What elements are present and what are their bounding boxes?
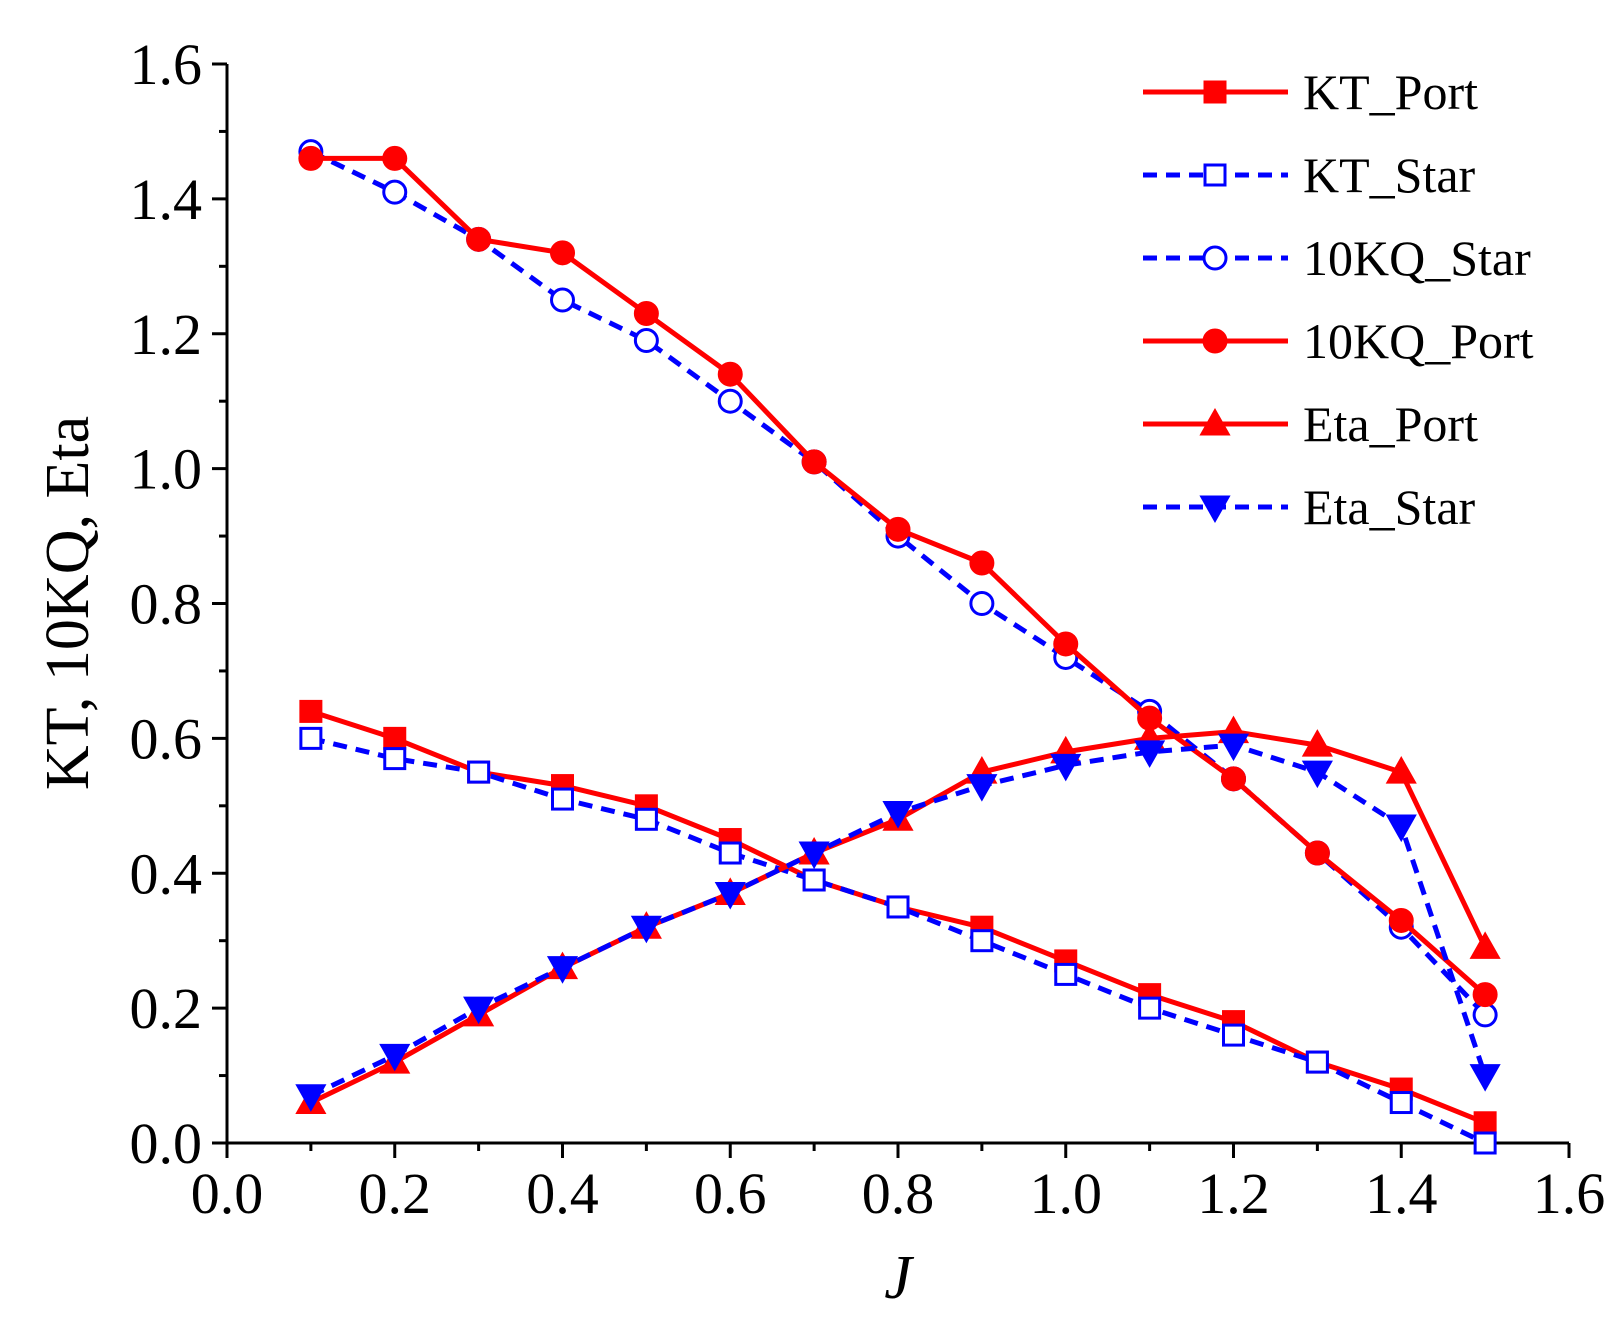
data-point-10kq-port (1304, 840, 1330, 866)
legend-marker-10kq-port (1202, 328, 1228, 354)
x-axis-title: J (884, 1244, 914, 1312)
series-10kq-port (298, 145, 1498, 1008)
legend-marker-eta-port (1199, 407, 1231, 436)
data-point-10kq-port (633, 301, 659, 327)
data-point-eta-star (966, 774, 998, 802)
y-tick-label: 0.6 (130, 706, 203, 771)
data-point-10kq-star (1472, 1002, 1498, 1028)
data-point-eta-star (882, 801, 914, 829)
data-point-10kq-port (1053, 631, 1079, 657)
y-tick-label: 1.0 (130, 437, 203, 502)
data-point-eta-star (1134, 740, 1166, 768)
y-tick-label: 1.6 (130, 32, 203, 97)
data-point-10kq-port (1388, 907, 1414, 933)
x-tick-label: 1.4 (1365, 1161, 1438, 1226)
data-point-10kq-star (382, 179, 408, 205)
x-tick-label: 0.6 (694, 1161, 767, 1226)
data-point-kt-port (1473, 1111, 1497, 1135)
data-point-eta-star (798, 841, 830, 870)
series-line-kt-star (310, 735, 1487, 1146)
data-point-eta-star (1217, 733, 1250, 762)
data-point-eta-star (1050, 753, 1082, 782)
legend-marker-eta-star (1199, 495, 1231, 524)
legend-marker-10kq-star (1202, 245, 1228, 271)
x-tick-label: 1.6 (1533, 1161, 1606, 1226)
legend-marker-kt-star (1203, 163, 1227, 187)
legend-label-eta-star: Eta_Star (1303, 479, 1476, 535)
data-point-10kq-port (382, 145, 408, 171)
data-point-eta-star (379, 1043, 411, 1072)
data-point-kt-star (1473, 1131, 1497, 1155)
data-point-eta-star (546, 956, 579, 984)
y-tick-label: 0.8 (130, 572, 203, 637)
legend-label-kt-star: KT_Star (1303, 147, 1476, 203)
data-point-kt-star (467, 760, 491, 784)
x-tick-label: 1.2 (1197, 1161, 1270, 1226)
data-point-eta-port (1301, 729, 1333, 757)
data-point-10kq-port (885, 516, 911, 542)
data-point-10kq-star (550, 287, 575, 313)
data-point-eta-star (1385, 814, 1417, 843)
data-point-10kq-port (466, 226, 492, 252)
data-point-kt-star (970, 929, 994, 953)
series-layer (295, 139, 1501, 1155)
series-line-eta-star (309, 742, 1488, 1099)
data-point-10kq-port (969, 550, 995, 576)
x-tick-label: 0.4 (526, 1161, 599, 1226)
data-point-10kq-star (969, 591, 995, 616)
data-point-eta-star (463, 996, 495, 1025)
x-tick-label: 0.2 (359, 1161, 432, 1226)
data-point-kt-star (886, 895, 910, 919)
data-point-kt-star (1389, 1091, 1413, 1115)
data-point-kt-star (383, 747, 407, 771)
data-point-eta-star (1301, 760, 1333, 789)
legend-label-10kq-port: 10KQ_Port (1303, 313, 1534, 369)
data-point-10kq-port (1472, 982, 1498, 1008)
y-tick-label: 1.2 (130, 302, 203, 367)
data-point-kt-star (1138, 996, 1162, 1020)
data-point-10kq-star (633, 327, 659, 353)
data-point-eta-port (1385, 756, 1417, 784)
axes-frame (225, 64, 1569, 1145)
data-point-eta-star (714, 881, 746, 910)
x-tick-label: 1.0 (1030, 1161, 1103, 1226)
x-tick-label: 0.8 (862, 1161, 935, 1226)
data-point-10kq-star (717, 388, 743, 414)
data-point-eta-star (630, 915, 662, 944)
data-point-10kq-port (1221, 766, 1246, 792)
y-tick-label: 0.0 (130, 1111, 203, 1176)
data-point-kt-star (634, 807, 658, 831)
legend-marker-kt-port (1203, 80, 1227, 104)
data-point-10kq-port (717, 361, 743, 387)
data-point-kt-port (383, 726, 407, 750)
y-tick-label: 1.4 (130, 167, 203, 232)
data-point-kt-star (1054, 962, 1078, 986)
series-kt-star (299, 726, 1497, 1155)
legend-label-eta-port: Eta_Port (1303, 396, 1478, 452)
data-point-kt-star (1305, 1050, 1329, 1074)
data-point-eta-star (295, 1084, 327, 1112)
data-point-10kq-port (550, 240, 575, 266)
data-point-eta-port (1469, 931, 1501, 959)
x-tick-label: 0.0 (191, 1161, 264, 1226)
y-axis-title: KT, 10KQ, Eta (34, 416, 102, 790)
data-point-10kq-port (298, 145, 324, 171)
data-point-eta-star (1469, 1064, 1501, 1092)
data-point-kt-port (299, 699, 323, 723)
data-point-kt-star (718, 841, 742, 865)
legend: KT_Port KT_Star 10KQ_Star 10KQ_Port Eta_Port… (1143, 64, 1534, 535)
legend-label-kt-port: KT_Port (1303, 64, 1478, 120)
axis-ticks: 0.0 0.2 0.4 0.6 0.8 1.0 1.2 1.4 1.6 0.0 0.2 0.4 0.6 0… (130, 32, 1606, 1226)
legend-label-10kq-star: 10KQ_Star (1303, 230, 1531, 286)
data-point-kt-star (1222, 1023, 1245, 1047)
y-tick-label: 0.4 (130, 841, 203, 906)
series-eta-star (295, 733, 1501, 1112)
data-point-kt-star (551, 787, 574, 811)
data-point-10kq-port (801, 449, 827, 475)
data-point-kt-star (802, 868, 826, 892)
y-tick-label: 0.2 (130, 976, 203, 1041)
data-point-kt-star (299, 726, 323, 750)
